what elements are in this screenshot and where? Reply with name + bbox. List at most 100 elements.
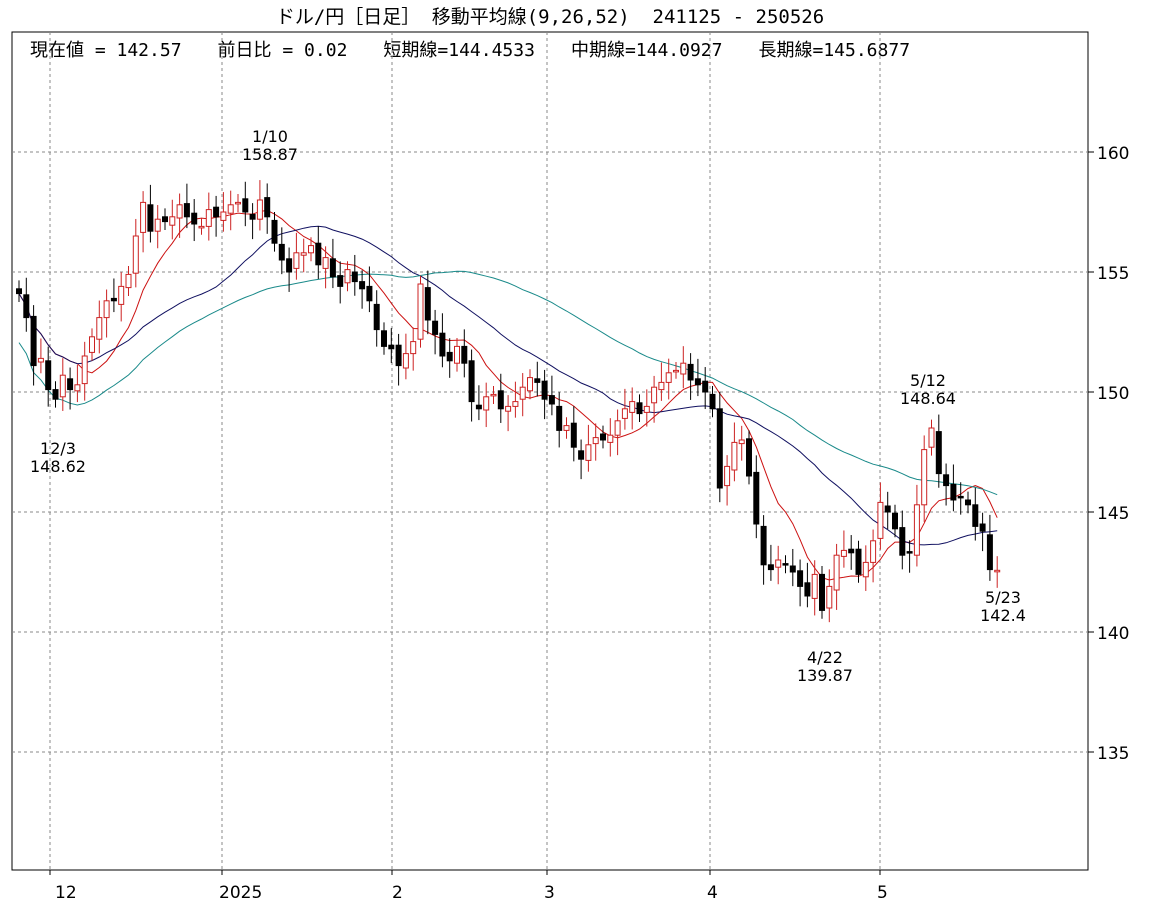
candle-up <box>673 369 679 373</box>
candle-down <box>578 450 585 460</box>
candle-up <box>132 235 139 274</box>
candle-down <box>746 438 752 477</box>
candle-down <box>716 408 723 489</box>
candle-down <box>600 433 606 441</box>
candle-down <box>702 380 709 393</box>
candle-up <box>913 504 920 556</box>
candle-up <box>118 285 125 305</box>
candle-up <box>59 374 66 398</box>
candle-up <box>775 559 782 568</box>
candle-up <box>585 444 592 461</box>
candle-down <box>162 216 168 223</box>
candle-down <box>855 548 862 575</box>
grid-layer <box>12 32 1088 870</box>
candle-up <box>256 199 263 220</box>
candle-up <box>731 441 738 471</box>
candle-down <box>16 288 22 295</box>
candle-up <box>169 216 176 226</box>
candle-up <box>81 355 88 385</box>
candle-layer <box>16 180 1001 623</box>
x-tick-label: 12 <box>55 883 77 902</box>
candle-up <box>37 357 44 363</box>
candle-up <box>724 465 731 487</box>
candle-up <box>563 425 570 431</box>
candle-down <box>395 344 402 367</box>
candle-down <box>315 242 322 266</box>
annotation-value: 158.87 <box>242 145 298 164</box>
candle-up <box>125 273 132 289</box>
candle-up <box>483 396 490 411</box>
candle-up <box>512 401 519 407</box>
candle-up <box>103 300 110 319</box>
ma-line-1 <box>18 225 998 546</box>
x-tick-label: 5 <box>877 883 888 902</box>
candle-up <box>417 283 424 340</box>
candle-down <box>636 402 643 415</box>
candle-up <box>154 218 161 232</box>
candle-up <box>176 204 183 219</box>
candle-up <box>198 225 205 229</box>
candle-down <box>753 471 760 525</box>
candle-down <box>534 378 541 383</box>
candle-down <box>556 405 563 431</box>
candle-down <box>446 351 453 362</box>
candle-down <box>694 378 701 386</box>
y-tick-label: 150 <box>1097 384 1129 404</box>
candle-up <box>862 561 869 578</box>
candle-down <box>906 551 913 554</box>
x-tick-label: 4 <box>707 883 718 902</box>
candle-down <box>191 212 198 225</box>
candle-up <box>621 408 628 419</box>
candle-down <box>432 320 439 335</box>
candle-up <box>826 585 833 609</box>
candle-up <box>994 569 1001 573</box>
candle-up <box>738 439 745 445</box>
candle-down <box>286 258 293 273</box>
candle-up <box>614 420 621 436</box>
candle-down <box>819 573 825 611</box>
annotation-value: 148.64 <box>900 389 956 408</box>
candle-up <box>322 257 329 269</box>
annotation-date: 5/12 <box>910 371 946 390</box>
candle-down <box>147 204 154 232</box>
candle-down <box>497 390 504 410</box>
candle-down <box>468 360 475 403</box>
candle-down <box>892 512 898 530</box>
y-tick-label: 135 <box>1097 744 1129 764</box>
stats-line: 現在値 = 142.57 前日比 = 0.02 短期線=144.4533 中期線=14… <box>30 36 946 62</box>
x-tick-label: 3 <box>544 883 555 902</box>
candle-up <box>519 386 526 400</box>
candle-down <box>972 504 979 527</box>
candle-up <box>651 386 658 404</box>
annotation-value: 148.62 <box>30 457 86 476</box>
long-ma-value: 長期線=145.6877 <box>758 40 911 61</box>
candle-down <box>986 534 993 571</box>
candle-up <box>344 269 351 284</box>
candle-down <box>709 393 716 410</box>
candle-down <box>242 198 249 213</box>
candle-down <box>943 474 950 487</box>
candle-up <box>665 372 672 383</box>
annotation-value: 142.4 <box>980 606 1026 625</box>
candle-down <box>950 483 957 501</box>
candle-up <box>607 434 614 443</box>
candle-down <box>570 422 577 448</box>
candle-down <box>767 564 774 571</box>
candle-down <box>52 389 59 400</box>
candle-up <box>680 362 687 375</box>
candle-down <box>388 344 395 350</box>
candle-up <box>833 554 840 591</box>
y-tick-label: 155 <box>1097 264 1129 284</box>
candle-up <box>928 427 935 448</box>
candle-down <box>760 525 767 566</box>
candle-down <box>213 206 220 218</box>
candle-up <box>74 384 81 392</box>
chart-title: ドル/円［日足］ 移動平均線(9,26,52) 241125 - 250526 <box>275 6 825 28</box>
candle-down <box>359 281 366 290</box>
candle-up <box>140 201 147 233</box>
annotation-date: 12/3 <box>40 439 76 458</box>
candle-down <box>271 219 278 244</box>
candle-down <box>337 275 344 287</box>
